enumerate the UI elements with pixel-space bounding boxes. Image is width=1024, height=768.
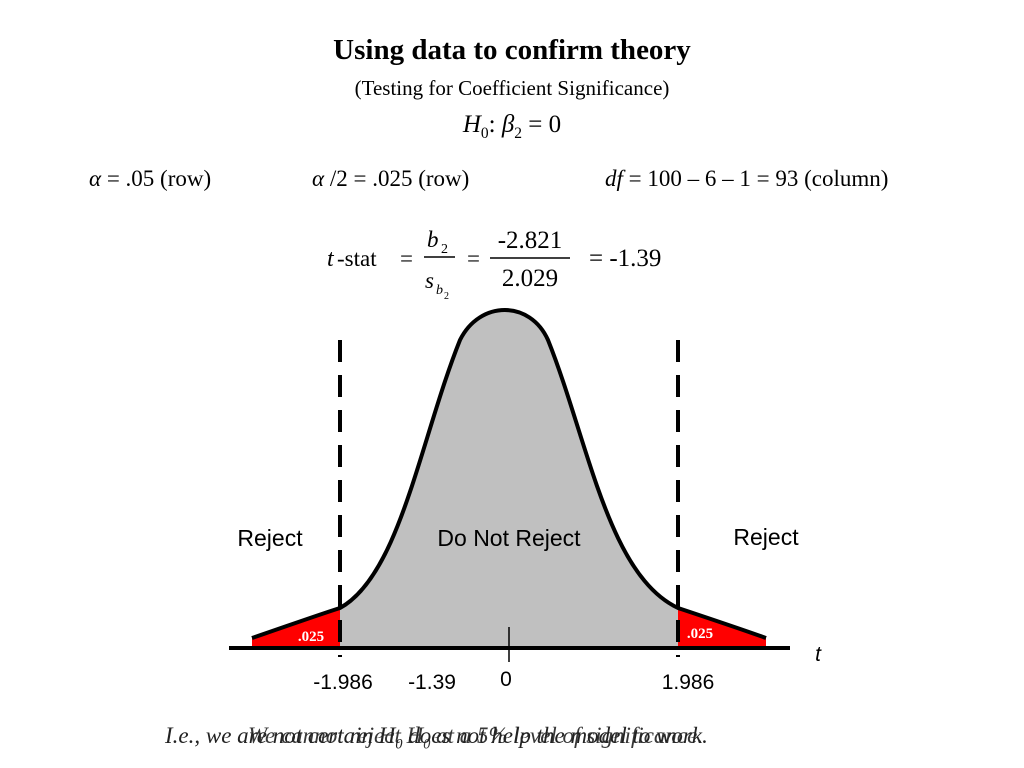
beta-symbol: β (501, 111, 515, 138)
tick-zero: 0 (500, 668, 512, 691)
df-text: = 100 – 6 – 1 = 93 (column) (622, 166, 889, 191)
half-alpha-condition: α /2 = .025 (row) (312, 166, 469, 192)
tick-t-stat: -1.39 (408, 671, 456, 694)
formula-den-sub: b (436, 283, 443, 298)
left-tail-label: .025 (298, 629, 324, 645)
formula-num-value: -2.821 (498, 227, 563, 254)
h-subscript: 0 (480, 125, 489, 142)
df-symbol: df (605, 166, 623, 191)
h-symbol: H (462, 111, 481, 138)
formula-eq1: = (400, 246, 413, 271)
distribution-curve (251, 308, 767, 640)
df-condition: df = 100 – 6 – 1 = 93 (column) (605, 166, 888, 192)
formula-num-sub: 2 (441, 242, 448, 257)
alpha-text: = .05 (row) (101, 166, 212, 191)
right-tail-label: .025 (687, 626, 713, 642)
left-tail-region (252, 608, 340, 648)
beta-subscript: 2 (514, 125, 523, 142)
reject-left-label: Reject (237, 525, 303, 551)
right-tail-region (678, 608, 766, 648)
footer-a-suffix: does not help the model to work. (402, 723, 708, 748)
footer-a-prefix: I.e., we are not certain H (165, 723, 396, 748)
tick-pos-critical: 1.986 (662, 671, 715, 694)
slide-subtitle: (Testing for Coefficient Significance) (354, 76, 670, 100)
formula-den-value: 2.029 (502, 265, 558, 292)
formula-result: = -1.39 (589, 245, 661, 272)
slide-title: Using data to confirm theory (333, 34, 691, 66)
hyp-colon: : (488, 111, 502, 138)
alpha-symbol: α (89, 166, 102, 191)
footer-b-prefix: We cannot reject H (248, 723, 424, 748)
footer-b-sub: 0 (423, 736, 431, 753)
formula-den-symbol: s (425, 268, 434, 293)
formula-stat: -stat (337, 246, 377, 271)
footer-b-suffix: at a 5% level of significance. (430, 723, 704, 748)
formula-num-symbol: b (427, 227, 439, 252)
hyp-rest: = 0 (522, 111, 562, 138)
reject-right-label: Reject (733, 524, 799, 550)
footer-note-conclusion: We cannot reject H0 at a 5% level of sig… (248, 723, 703, 754)
tick-neg-critical: -1.986 (313, 671, 373, 694)
half-alpha-symbol: α (312, 166, 325, 191)
t-stat-formula: t -stat = b 2 s b 2 = -2.821 2.029 = -1.… (327, 227, 661, 302)
formula-den-subsub: 2 (444, 291, 449, 302)
formula-t: t (327, 246, 335, 272)
t-axis-label: t (815, 643, 822, 666)
do-not-reject-label: Do Not Reject (437, 525, 581, 551)
formula-eq2: = (467, 246, 480, 271)
footer-a-sub: 0 (395, 736, 403, 753)
alpha-condition: α = .05 (row) (89, 166, 211, 192)
footer-note-interpretation: I.e., we are not certain H0 does not hel… (165, 723, 708, 754)
half-alpha-text: /2 = .025 (row) (324, 166, 470, 191)
acceptance-region (340, 310, 678, 648)
null-hypothesis: H0: β2 = 0 (463, 111, 561, 143)
